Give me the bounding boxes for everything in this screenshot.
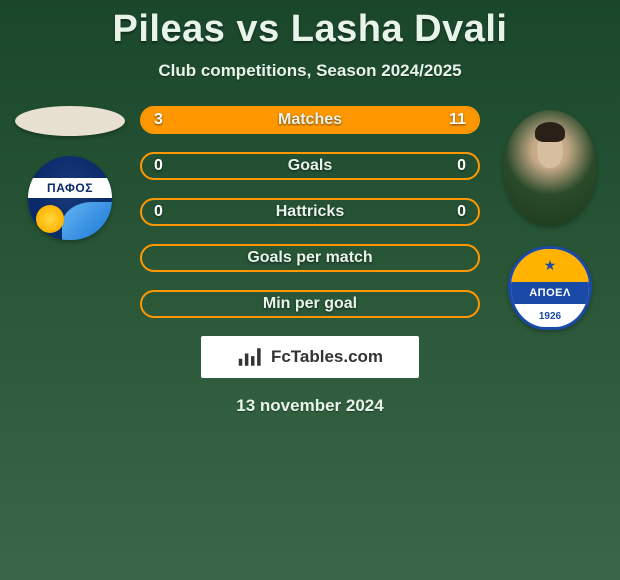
- stat-row: 3Matches11: [140, 106, 480, 134]
- left-club-label: ΠΑΦΟΣ: [28, 178, 112, 198]
- right-player-avatar: [503, 110, 597, 226]
- stat-label: Matches: [142, 111, 478, 129]
- stat-value-right: 0: [446, 157, 466, 175]
- stat-row: Min per goal: [140, 290, 480, 318]
- left-player-avatar: [15, 106, 125, 136]
- comparison-content: ΠΑΦΟΣ ★ ΑΠΟΕΛ 1926 3Matches110Goals00Hat…: [0, 106, 620, 416]
- right-player-column: ★ ΑΠΟΕΛ 1926: [480, 106, 620, 330]
- stat-row: Goals per match: [140, 244, 480, 272]
- page-title: Pileas vs Lasha Dvali: [0, 0, 620, 51]
- attribution-text: FcTables.com: [271, 347, 383, 367]
- stats-bars: 3Matches110Goals00Hattricks0Goals per ma…: [140, 106, 480, 318]
- stat-label: Min per goal: [142, 295, 478, 313]
- stat-row: 0Goals0: [140, 152, 480, 180]
- stat-label: Hattricks: [142, 203, 478, 221]
- right-club-label: ΑΠΟΕΛ: [511, 282, 589, 304]
- right-club-logo: ★ ΑΠΟΕΛ 1926: [501, 246, 599, 330]
- stat-label: Goals per match: [142, 249, 478, 267]
- stat-value-right: 0: [446, 203, 466, 221]
- subtitle: Club competitions, Season 2024/2025: [0, 61, 620, 81]
- chart-icon: [237, 346, 265, 368]
- left-club-logo: ΠΑΦΟΣ: [21, 156, 119, 240]
- stat-label: Goals: [142, 157, 478, 175]
- right-club-year: 1926: [511, 311, 589, 322]
- left-player-column: ΠΑΦΟΣ: [0, 106, 140, 240]
- attribution-badge[interactable]: FcTables.com: [201, 336, 419, 378]
- stat-value-right: 11: [446, 111, 466, 129]
- star-icon: ★: [544, 257, 557, 274]
- stat-row: 0Hattricks0: [140, 198, 480, 226]
- date-text: 13 november 2024: [0, 396, 620, 416]
